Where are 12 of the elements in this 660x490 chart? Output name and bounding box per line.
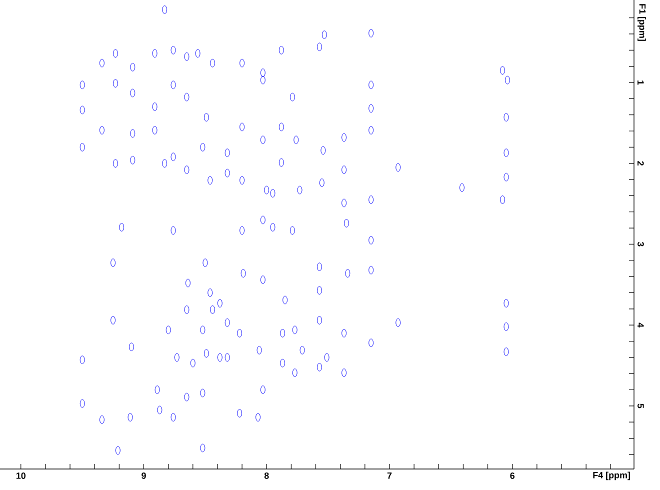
y-tick-label: 4 xyxy=(638,322,644,328)
y-tick-label: 2 xyxy=(638,161,644,166)
x-tick-label: 6 xyxy=(510,472,515,479)
y-axis-title: F1 [ppm] xyxy=(638,4,646,41)
x-tick-label: 9 xyxy=(142,472,146,479)
x-tick-label: 10 xyxy=(16,472,26,479)
x-tick-label: 8 xyxy=(264,472,269,479)
y-tick-label: 3 xyxy=(638,242,644,246)
y-tick-label: 1 xyxy=(638,80,644,85)
x-tick-label: 7 xyxy=(387,472,392,479)
x-axis-title: F4 [ppm] xyxy=(593,472,630,480)
y-tick-label: 5 xyxy=(638,404,644,408)
